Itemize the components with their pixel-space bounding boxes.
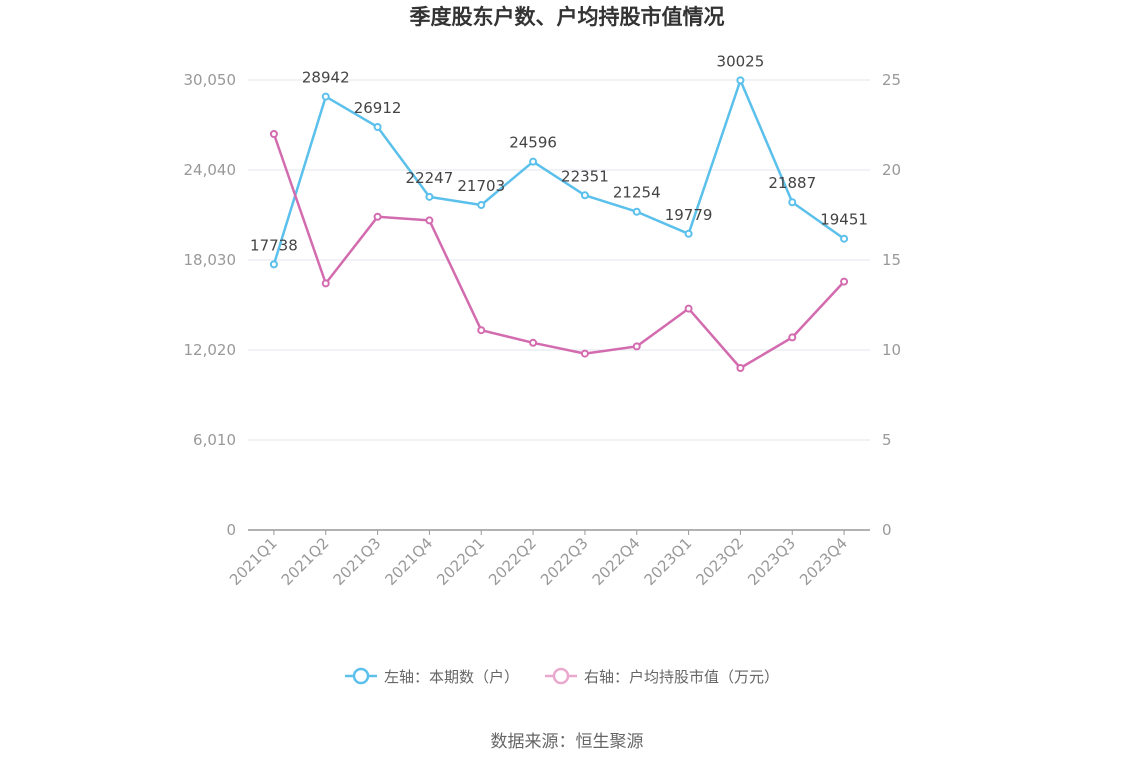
left-axis-tick-label: 0 — [226, 521, 236, 539]
grid-lines — [248, 79, 870, 441]
x-axis-tick-label: 2023Q3 — [744, 534, 799, 589]
right-axis-tick-label: 0 — [882, 521, 892, 539]
left-axis-tick-label: 12,020 — [184, 341, 237, 359]
data-label: 24596 — [509, 134, 557, 152]
holder-count-point — [269, 260, 278, 269]
x-axis-tick-label: 2022Q2 — [485, 534, 540, 589]
avg-holding-value-point — [684, 304, 693, 313]
x-axis-tick-label: 2023Q2 — [692, 534, 747, 589]
holder-count-point — [477, 200, 486, 209]
data-label: 21703 — [457, 177, 505, 195]
data-label: 22247 — [406, 169, 454, 187]
holder-count-line — [272, 79, 845, 265]
data-label: 17738 — [250, 236, 298, 254]
data-label: 26912 — [354, 99, 402, 117]
legend-swatch-marker — [552, 667, 570, 685]
holder-count-point — [373, 122, 382, 131]
x-axis-tick-label: 2023Q1 — [641, 534, 696, 589]
legend-label: 右轴：户均持股市值（万元） — [584, 668, 779, 686]
legend-swatch-marker — [352, 667, 370, 685]
chart-title: 季度股东户数、户均持股市值情况 — [410, 5, 725, 29]
right-axis-tick-label: 10 — [882, 341, 901, 359]
x-axis-tick-label: 2022Q1 — [433, 534, 488, 589]
right-axis-tick-label: 25 — [882, 71, 901, 89]
legend[interactable]: 左轴：本期数（户） 右轴：户均持股市值（万元） — [345, 667, 779, 686]
data-label: 21887 — [768, 174, 816, 192]
right-axis-tick-label: 20 — [882, 161, 901, 179]
avg-holding-value-point — [269, 130, 278, 138]
legend-label: 左轴：本期数（户） — [384, 668, 519, 686]
avg-holding-value-point — [529, 338, 538, 347]
x-axis-tick-label: 2021Q4 — [381, 534, 436, 589]
data-source: 数据来源：恒生聚源 — [491, 732, 644, 752]
holder-count-point — [788, 198, 797, 207]
left-axis-tick-label: 18,030 — [184, 251, 237, 269]
avg-holding-value-point — [632, 342, 641, 351]
data-label: 22351 — [561, 167, 609, 185]
avg-holding-value-point — [373, 212, 382, 221]
x-axis-tick-label: 2023Q4 — [796, 534, 851, 589]
holder-count-point — [736, 76, 745, 85]
data-label: 19451 — [820, 211, 868, 229]
avg-holding-value-point — [477, 326, 486, 335]
x-axis-tick-label: 2022Q3 — [537, 534, 592, 589]
left-axis-tick-label: 24,040 — [184, 161, 237, 179]
x-axis-tick-label: 2021Q2 — [278, 534, 333, 589]
avg-holding-value-point — [788, 333, 797, 342]
data-label: 28942 — [302, 69, 350, 87]
holder-count-point — [840, 234, 849, 243]
avg-holding-value-point — [736, 364, 745, 372]
data-label: 30025 — [717, 52, 765, 70]
avg-holding-value-line — [272, 133, 845, 370]
data-label: 19779 — [665, 206, 713, 224]
holder-count-point — [529, 157, 538, 166]
holder-count-point — [632, 207, 641, 216]
left-axis-tick-label: 6,010 — [193, 431, 236, 449]
x-axis-tick-label: 2021Q3 — [330, 534, 385, 589]
holder-count-point — [321, 92, 330, 101]
avg-holding-value-point — [580, 349, 589, 358]
holder-count-point — [580, 191, 589, 200]
holder-count-point — [684, 229, 693, 238]
avg-holding-value-point — [321, 279, 330, 288]
right-axis-tick-label: 15 — [882, 251, 901, 269]
avg-holding-value-point — [840, 277, 849, 286]
left-axis-tick-label: 30,050 — [184, 71, 237, 89]
avg-holding-value-point — [425, 216, 434, 225]
x-axis-tick-label: 2021Q1 — [226, 534, 281, 589]
right-axis-tick-label: 5 — [882, 431, 892, 449]
holder-count-point — [425, 192, 434, 201]
x-axis-tick-label: 2022Q4 — [589, 534, 644, 589]
data-label: 21254 — [613, 184, 661, 202]
